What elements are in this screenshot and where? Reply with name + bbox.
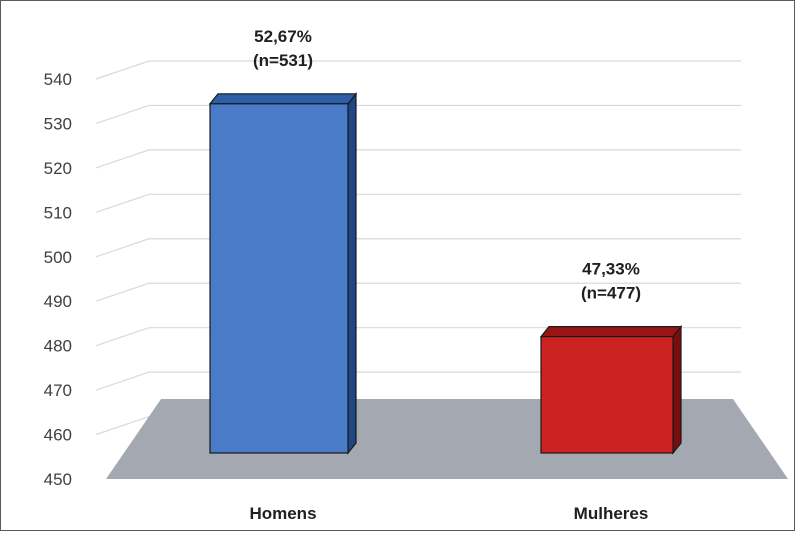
y-tick-label: 520	[44, 159, 72, 178]
gridline	[95, 149, 741, 169]
x-axis-ticks: Homens Mulheres	[249, 504, 648, 523]
bar-mulheres	[539, 324, 683, 455]
data-label: (n=531)	[253, 51, 313, 70]
y-tick-label: 470	[44, 381, 72, 400]
y-tick-label: 480	[44, 337, 72, 356]
x-tick-label: Mulheres	[574, 504, 649, 523]
y-tick-label: 510	[44, 203, 72, 222]
bar-top	[208, 93, 358, 105]
data-label: (n=477)	[581, 284, 641, 303]
bar-homens	[208, 92, 358, 455]
gridline	[95, 193, 741, 213]
floor-plane	[106, 399, 788, 479]
bar-side	[347, 92, 357, 455]
y-axis-ticks: 450 460 470 480 490 500 510 520 530 540	[44, 70, 72, 489]
bar-front	[540, 336, 674, 454]
y-tick-label: 540	[44, 70, 72, 89]
bar-top	[539, 326, 683, 338]
gridline	[95, 327, 741, 347]
data-label: 47,33%	[582, 260, 640, 279]
chart-floor	[106, 399, 788, 479]
bar-side	[672, 324, 682, 455]
y-tick-label: 500	[44, 248, 72, 267]
x-tick-label: Homens	[249, 504, 316, 523]
y-tick-label: 460	[44, 426, 72, 445]
data-labels: 52,67% (n=531) 47,33% (n=477)	[253, 27, 641, 303]
y-tick-label: 490	[44, 292, 72, 311]
gridline	[95, 104, 741, 125]
y-tick-label: 530	[44, 114, 72, 133]
gridline	[95, 60, 741, 80]
data-label: 52,67%	[254, 27, 312, 46]
gridline	[95, 238, 741, 258]
gridline	[95, 282, 741, 302]
bar-front	[209, 103, 349, 454]
bars	[208, 92, 683, 455]
gridlines	[95, 60, 741, 436]
y-tick-label: 450	[44, 470, 72, 489]
